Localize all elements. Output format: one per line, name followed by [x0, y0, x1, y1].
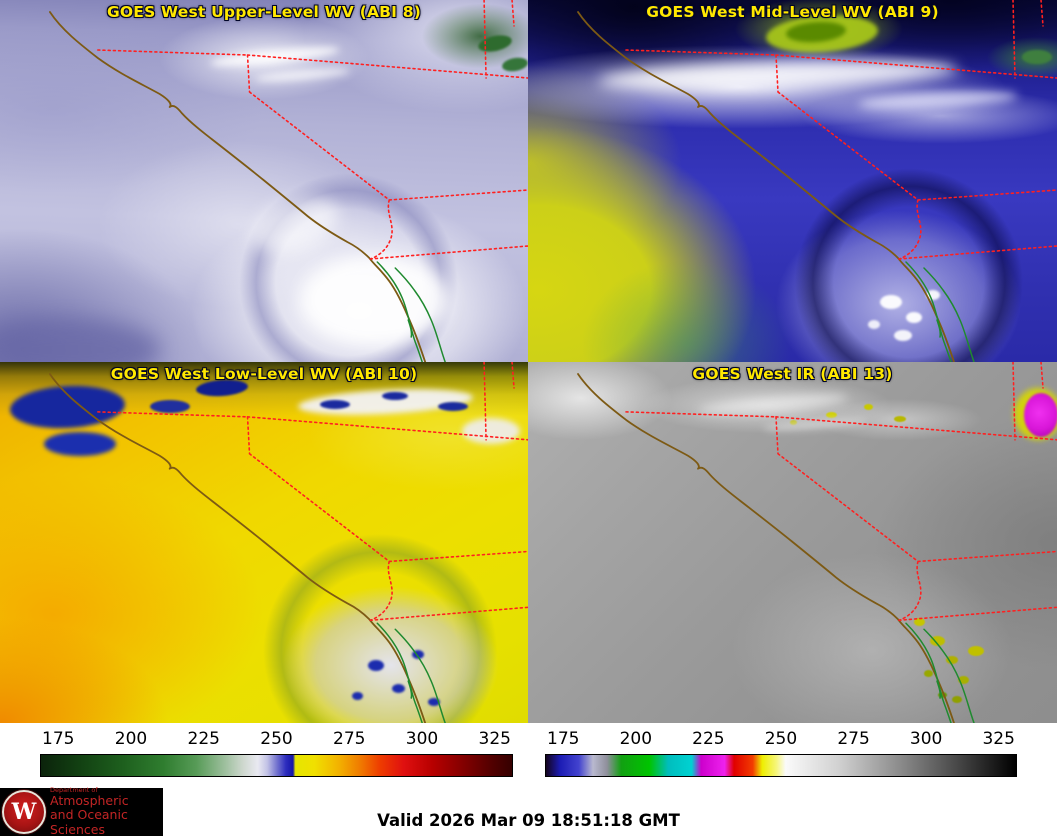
swirl-moist-speck [352, 692, 363, 700]
crest-letter: W [11, 799, 37, 825]
tick-label: 325 [478, 729, 511, 749]
colorbar-ir-gradient [545, 753, 1017, 777]
cold-speck [894, 416, 906, 422]
storm-speck [968, 646, 984, 656]
tick-label: 225 [187, 729, 220, 749]
swirl-moist-speck [428, 698, 440, 706]
logo-line-1: Atmospheric [50, 793, 129, 809]
map-overlay [577, 0, 1057, 362]
map-overlay [49, 362, 528, 723]
panel-title: GOES West Mid-Level WV (ABI 9) [646, 3, 939, 21]
cold-speck [826, 412, 837, 418]
swirl-moist-speck [392, 684, 405, 693]
tick-label: 225 [692, 729, 725, 749]
tick-label: 300 [909, 729, 943, 749]
storm-speck [952, 696, 962, 703]
map-overlay [49, 0, 528, 362]
moist-fleck [320, 400, 350, 409]
panel-title: GOES West Low-Level WV (ABI 10) [110, 365, 418, 383]
storm-speck [958, 676, 969, 684]
moist-fleck [382, 392, 408, 400]
panel-title: GOES West Upper-Level WV (ABI 8) [106, 3, 422, 21]
panel-title: GOES West IR (ABI 13) [692, 365, 893, 383]
uw-crest-icon: W [2, 790, 46, 834]
storm-speck [924, 670, 933, 677]
storm-speck [946, 656, 958, 664]
uw-aos-logo: W Department of Atmospheric and Oceanic … [0, 785, 163, 836]
tick-label: 250 [260, 729, 293, 749]
quad-panel-grid: GOES West Upper-Level WV (ABI 8) GOES We… [0, 0, 1057, 723]
cold-speck [864, 404, 873, 410]
tick-label: 175 [42, 729, 75, 749]
colorbar-wv: 175 200 225 250 275 300 325 [40, 723, 513, 777]
swirl-cloud-speck [894, 330, 912, 341]
swirl-cloud-speck [880, 295, 902, 309]
colorbar-ir-ticks: 175 200 225 250 275 300 325 [545, 723, 1017, 754]
logo-text: Department of Atmospheric and Oceanic Sc… [50, 785, 163, 836]
panel-abi10-low-wv: GOES West Low-Level WV (ABI 10) [0, 362, 528, 723]
tick-label: 175 [547, 729, 580, 749]
swirl-moist-speck [368, 660, 384, 671]
logo-dept-line: Department of [50, 785, 98, 794]
colorbar-wv-ticks: 175 200 225 250 275 300 325 [40, 723, 513, 754]
cold-cloud-spot [1022, 50, 1052, 64]
cold-top-magenta-core [1024, 393, 1057, 437]
moist-patch [44, 432, 116, 456]
colorbar-ir: 175 200 225 250 275 300 325 [545, 723, 1017, 777]
swirl-moist-speck [412, 650, 424, 659]
cyclone-cloud-mass [300, 255, 450, 345]
tick-label: 275 [837, 729, 870, 749]
panel-abi13-ir: GOES West IR (ABI 13) [528, 362, 1057, 723]
map-overlay [577, 362, 1057, 723]
moist-fleck [438, 402, 468, 411]
tick-label: 275 [333, 729, 366, 749]
colorbar-legends: 175 200 225 250 275 300 325 175 200 225 … [0, 723, 1057, 787]
valid-time-label: Valid 2026 Mar 09 18:51:18 GMT [377, 811, 680, 830]
tick-label: 325 [982, 729, 1015, 749]
storm-speck [914, 618, 925, 626]
cloud-patch [462, 418, 520, 444]
tick-label: 200 [114, 729, 148, 749]
moist-patch [150, 400, 190, 413]
storm-speck [938, 692, 947, 698]
swirl-cloud-speck [868, 320, 880, 329]
tick-label: 300 [405, 729, 439, 749]
swirl-cloud-speck [906, 312, 922, 323]
logo-line-2: and Oceanic Sciences [50, 807, 128, 836]
colorbar-wv-gradient [40, 753, 513, 777]
tick-label: 200 [619, 729, 653, 749]
storm-speck [930, 636, 945, 646]
tick-label: 250 [764, 729, 798, 749]
swirl-cloud-speck [926, 290, 940, 300]
panel-abi9-mid-wv: GOES West Mid-Level WV (ABI 9) [528, 0, 1057, 362]
panel-abi8-upper-wv: GOES West Upper-Level WV (ABI 8) [0, 0, 528, 362]
